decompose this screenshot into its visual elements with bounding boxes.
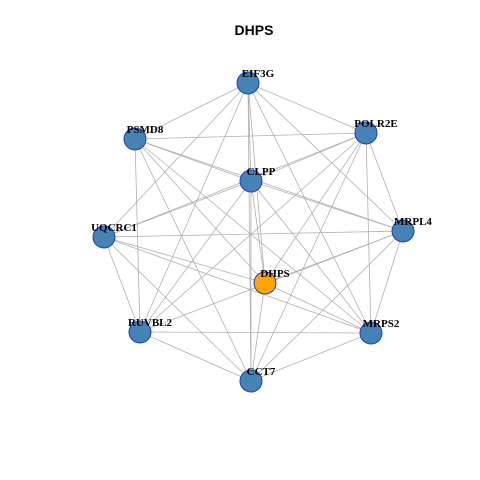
edge [103, 230, 404, 238]
title: DHPS [235, 22, 274, 38]
edges [103, 82, 404, 382]
edge [365, 132, 404, 232]
node-label: CLPP [247, 166, 276, 178]
edge [103, 132, 367, 238]
edge [134, 132, 367, 140]
edge [103, 236, 141, 333]
edge [139, 331, 372, 334]
node-label: UQCRC1 [91, 222, 137, 234]
edge [103, 236, 266, 284]
node [239, 369, 263, 393]
node-label: RUVBL2 [128, 317, 173, 329]
edge [139, 331, 252, 382]
node-label: MRPS2 [363, 318, 400, 330]
edge [370, 230, 404, 334]
node [253, 271, 277, 295]
edge [103, 236, 252, 382]
nodes: EIF3G POLR2E PSMD8 CLPP MRPL4 UQCRC1 DHPS RUVBL… [91, 68, 432, 393]
node-label: MRPL4 [394, 216, 432, 228]
edge [139, 82, 249, 333]
edge [250, 132, 367, 382]
edge [134, 138, 266, 284]
edge [103, 236, 372, 334]
edge [250, 180, 372, 334]
node [239, 169, 263, 193]
edge [250, 180, 266, 284]
edge [134, 82, 249, 140]
edge [365, 132, 372, 334]
edge [134, 138, 372, 334]
edge [139, 180, 252, 333]
edge [103, 180, 252, 238]
node [391, 219, 415, 243]
edge [247, 82, 367, 134]
node-label: PSMD8 [127, 124, 164, 136]
edge [134, 138, 141, 333]
edge [264, 282, 372, 334]
edge [250, 180, 404, 232]
edge [264, 132, 367, 284]
node [236, 71, 260, 95]
edge [247, 82, 252, 382]
edge [247, 82, 372, 334]
node [354, 121, 378, 145]
node [92, 225, 116, 249]
edge [250, 282, 266, 382]
edge [250, 230, 404, 382]
node-label: DHPS [260, 268, 289, 280]
node [128, 320, 152, 344]
node-label: CCT7 [247, 366, 276, 378]
edge [250, 332, 372, 382]
edge [247, 82, 404, 232]
node [359, 321, 383, 345]
edge [103, 82, 249, 238]
edge [139, 132, 367, 333]
node-label: POLR2E [354, 118, 397, 130]
node-label: EIF3G [242, 68, 275, 80]
node [123, 127, 147, 151]
edge [134, 138, 404, 232]
